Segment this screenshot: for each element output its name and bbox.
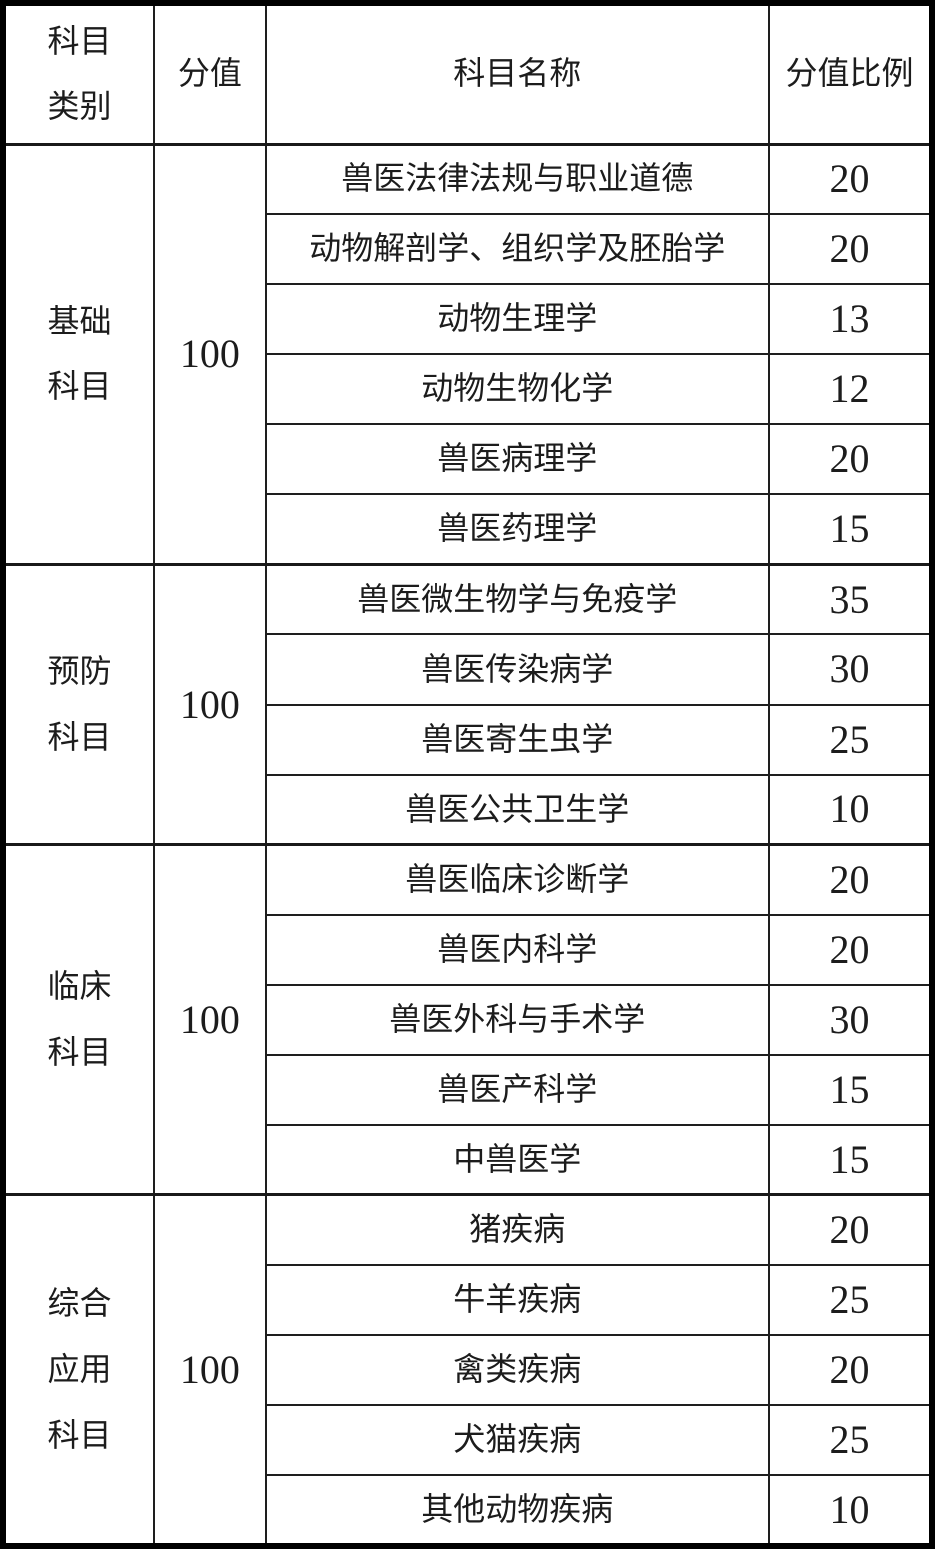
ratio-cell: 12 (767, 353, 934, 426)
ratio-cell: 15 (767, 1123, 934, 1196)
subject-cell: 动物生理学 (264, 283, 770, 356)
subject-cell: 兽医外科与手术学 (264, 983, 770, 1056)
subject-cell: 禽类疾病 (264, 1334, 770, 1407)
subject-cell: 兽医内科学 (264, 913, 770, 986)
ratio-cell: 20 (767, 142, 934, 216)
table-row: 犬猫疾病 25 (3, 1404, 934, 1477)
table-row: 兽医药理学 15 (3, 493, 934, 566)
ratio-cell: 30 (767, 983, 934, 1056)
ratio-cell: 35 (767, 562, 934, 636)
subject-cell: 兽医产科学 (264, 1053, 770, 1126)
table-row: 临床 科目 100 兽医临床诊断学 20 (2, 843, 934, 1196)
subject-cell: 兽医传染病学 (264, 633, 770, 706)
table-row: 动物生理学 13 (3, 283, 934, 356)
ratio-cell: 20 (767, 1193, 934, 1267)
ratio-cell: 20 (767, 1334, 934, 1407)
score-cell-prevention: 100 (152, 562, 267, 846)
subject-cell: 兽医公共卫生学 (264, 773, 770, 846)
subject-cell: 猪疾病 (264, 1193, 770, 1267)
subject-cell: 兽医寄生虫学 (264, 703, 770, 776)
table-row: 禽类疾病 20 (3, 1334, 934, 1407)
score-cell-comprehensive: 100 (152, 1193, 267, 1548)
table-row: 兽医外科与手术学 30 (3, 983, 934, 1056)
subject-cell: 兽医药理学 (264, 493, 770, 566)
ratio-cell: 15 (767, 493, 934, 566)
category-cell-prevention: 预防 科目 (2, 562, 155, 846)
category-cell-basic: 基础 科目 (2, 142, 155, 566)
table-row: 兽医传染病学 30 (3, 633, 934, 706)
header-row: 科目 类别 分值 科目名称 分值比例 (2, 2, 934, 146)
table-row: 其他动物疾病 10 (3, 1474, 934, 1547)
ratio-cell: 20 (767, 423, 934, 496)
header-cell-category: 科目 类别 (2, 2, 155, 146)
subject-cell: 动物解剖学、组织学及胚胎学 (264, 213, 770, 286)
table-row: 中兽医学 15 (3, 1123, 934, 1196)
table-row: 兽医寄生虫学 25 (3, 703, 934, 776)
ratio-cell: 10 (767, 773, 934, 846)
subject-cell: 兽医法律法规与职业道德 (264, 142, 770, 216)
table-row: 兽医产科学 15 (3, 1053, 934, 1126)
subject-cell: 兽医临床诊断学 (264, 843, 770, 916)
subject-cell: 动物生物化学 (264, 353, 770, 426)
table-row: 兽医病理学 20 (3, 423, 934, 496)
score-cell-clinical: 100 (152, 843, 267, 1196)
header-cell-score: 分值 (152, 2, 267, 146)
ratio-cell: 20 (767, 213, 934, 286)
subject-cell: 其他动物疾病 (264, 1474, 770, 1547)
ratio-cell: 30 (767, 633, 934, 706)
ratio-cell: 15 (767, 1053, 934, 1126)
table-row: 兽医内科学 20 (3, 913, 934, 986)
category-cell-comprehensive: 综合 应用 科目 (2, 1193, 155, 1548)
table-row: 动物解剖学、组织学及胚胎学 20 (3, 213, 934, 286)
ratio-cell: 10 (767, 1474, 934, 1547)
table-row: 牛羊疾病 25 (3, 1263, 934, 1337)
ratio-cell: 25 (767, 703, 934, 776)
ratio-cell: 20 (767, 913, 934, 986)
ratio-cell: 13 (767, 283, 934, 356)
table-row: 基础 科目 100 兽医法律法规与职业道德 20 (2, 142, 934, 566)
subject-cell: 兽医病理学 (264, 423, 770, 496)
table-row: 动物生物化学 12 (3, 353, 934, 426)
subject-cell: 犬猫疾病 (264, 1404, 770, 1477)
subject-cell: 牛羊疾病 (264, 1263, 770, 1337)
subject-cell: 兽医微生物学与免疫学 (264, 562, 770, 636)
header-cell-subject-name: 科目名称 (264, 2, 770, 146)
table-row: 兽医公共卫生学 10 (3, 773, 934, 846)
table-row: 预防 科目 100 兽医微生物学与免疫学 35 (2, 562, 934, 846)
ratio-cell: 25 (767, 1263, 934, 1337)
subject-cell: 中兽医学 (264, 1123, 770, 1196)
ratio-cell: 20 (767, 843, 934, 916)
score-cell-basic: 100 (152, 142, 267, 566)
table-row: 综合 应用 科目 100 猪疾病 20 (2, 1193, 934, 1548)
header-cell-score-ratio: 分值比例 (767, 2, 934, 146)
ratio-cell: 25 (767, 1404, 934, 1477)
category-cell-clinical: 临床 科目 (2, 843, 155, 1196)
